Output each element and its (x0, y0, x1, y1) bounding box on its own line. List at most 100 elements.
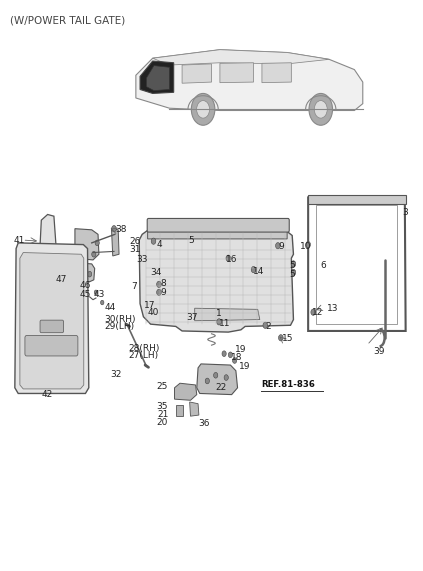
Text: 22: 22 (215, 383, 226, 392)
Polygon shape (190, 402, 199, 416)
Text: 38: 38 (115, 226, 126, 234)
Circle shape (157, 282, 161, 287)
Polygon shape (40, 215, 57, 315)
Polygon shape (153, 50, 329, 65)
Circle shape (226, 255, 231, 262)
Polygon shape (182, 64, 212, 83)
Text: 35: 35 (156, 402, 168, 411)
Polygon shape (220, 63, 253, 83)
Circle shape (306, 242, 310, 248)
Circle shape (263, 322, 268, 328)
Circle shape (112, 226, 116, 232)
Text: 11: 11 (219, 319, 231, 328)
Polygon shape (148, 230, 287, 239)
Text: 36: 36 (198, 419, 209, 428)
Text: REF.81-836: REF.81-836 (261, 380, 315, 389)
Polygon shape (136, 50, 363, 110)
Polygon shape (197, 364, 238, 395)
FancyBboxPatch shape (147, 219, 289, 232)
Text: 37: 37 (186, 313, 198, 322)
Circle shape (101, 300, 104, 305)
Circle shape (309, 94, 332, 125)
Circle shape (94, 290, 98, 295)
Text: 29(LH): 29(LH) (104, 322, 135, 331)
Text: 41: 41 (14, 236, 25, 244)
Text: 44: 44 (104, 303, 115, 312)
FancyBboxPatch shape (25, 336, 78, 356)
Circle shape (251, 267, 256, 273)
Text: 14: 14 (253, 267, 264, 276)
Text: 19: 19 (239, 361, 250, 371)
Circle shape (275, 243, 280, 249)
Circle shape (197, 100, 209, 118)
Text: 25: 25 (156, 381, 168, 391)
Circle shape (228, 352, 233, 357)
Text: 7: 7 (131, 282, 137, 291)
Text: 1: 1 (216, 309, 222, 319)
Text: 47: 47 (56, 275, 67, 284)
Text: 5: 5 (289, 270, 295, 279)
Circle shape (88, 271, 92, 277)
Polygon shape (20, 252, 84, 389)
Text: 2: 2 (265, 322, 271, 331)
Text: 5: 5 (188, 236, 194, 244)
Circle shape (191, 94, 215, 125)
Text: (W/POWER TAIL GATE): (W/POWER TAIL GATE) (10, 15, 125, 26)
Polygon shape (146, 66, 170, 91)
Text: 33: 33 (136, 255, 147, 264)
Text: 16: 16 (226, 255, 238, 264)
Circle shape (224, 375, 228, 380)
Circle shape (217, 319, 221, 325)
Text: 32: 32 (110, 370, 121, 379)
Circle shape (205, 378, 209, 384)
Circle shape (311, 309, 316, 315)
Circle shape (314, 100, 327, 118)
Text: 46: 46 (79, 281, 91, 290)
Text: 42: 42 (41, 390, 52, 399)
Text: 30(RH): 30(RH) (104, 315, 136, 324)
Text: 15: 15 (282, 335, 294, 343)
Polygon shape (176, 405, 183, 416)
Polygon shape (195, 308, 260, 321)
Text: 12: 12 (311, 308, 323, 317)
Text: 26: 26 (129, 236, 141, 246)
Text: 31: 31 (129, 245, 141, 254)
Polygon shape (15, 243, 89, 393)
Text: 43: 43 (94, 290, 105, 299)
Circle shape (92, 251, 96, 257)
Polygon shape (139, 230, 294, 332)
Polygon shape (75, 228, 99, 260)
Polygon shape (262, 63, 291, 83)
Text: 40: 40 (147, 308, 159, 317)
Circle shape (291, 261, 296, 267)
Text: 6: 6 (320, 261, 326, 270)
Text: 45: 45 (79, 290, 91, 299)
Text: 4: 4 (157, 240, 162, 249)
Circle shape (214, 372, 218, 378)
Circle shape (222, 351, 226, 356)
Text: 3: 3 (403, 208, 409, 218)
Text: 5: 5 (289, 261, 295, 270)
Text: 34: 34 (151, 268, 162, 277)
Circle shape (151, 238, 156, 244)
Polygon shape (140, 61, 174, 94)
Text: 28(RH): 28(RH) (128, 344, 159, 352)
Circle shape (291, 270, 296, 276)
Circle shape (233, 357, 237, 363)
Text: 39: 39 (373, 348, 385, 356)
Polygon shape (316, 205, 397, 324)
Text: 27(LH): 27(LH) (128, 351, 159, 360)
Circle shape (82, 286, 85, 291)
Text: 20: 20 (156, 418, 168, 427)
Text: 8: 8 (160, 279, 166, 288)
Text: 18: 18 (231, 353, 242, 362)
Polygon shape (76, 263, 95, 283)
Text: 9: 9 (278, 242, 284, 251)
Polygon shape (175, 383, 197, 400)
Text: 17: 17 (144, 301, 156, 311)
Text: 13: 13 (327, 304, 338, 313)
Circle shape (278, 335, 283, 341)
Text: 9: 9 (160, 288, 166, 297)
FancyBboxPatch shape (308, 195, 406, 204)
Text: 10: 10 (300, 242, 311, 251)
